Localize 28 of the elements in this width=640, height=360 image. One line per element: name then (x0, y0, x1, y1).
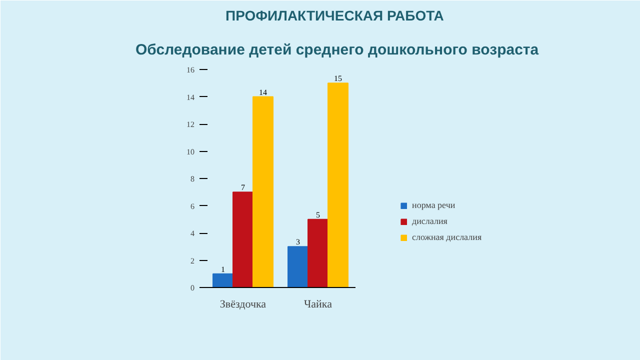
y-tick-label: 0 (190, 284, 194, 292)
y-tick-label: 16 (186, 66, 194, 74)
bar (308, 218, 328, 288)
y-tick-label: 10 (186, 147, 194, 156)
y-tick-label: 2 (190, 256, 194, 266)
legend-label: дислалия (412, 216, 448, 226)
bar (212, 273, 234, 288)
y-tick-label: 12 (186, 120, 194, 129)
bar (252, 96, 274, 288)
legend-label: норма речи (412, 200, 456, 210)
chart-subtitle: Обследование детей среднего дошкольного возраста (136, 42, 540, 58)
bar (328, 82, 348, 288)
data-label: 3 (296, 238, 300, 247)
y-tick-label: 4 (190, 229, 194, 238)
bar (232, 192, 254, 288)
data-label: 1 (221, 264, 225, 274)
data-label: 15 (334, 74, 342, 84)
data-label: 7 (241, 183, 245, 192)
x-tick-label: Чайка (304, 298, 332, 310)
y-tick-label: 8 (190, 174, 194, 184)
y-tick-label: 14 (186, 92, 194, 102)
bar (288, 246, 308, 288)
legend-label: сложная дислалия (412, 232, 482, 242)
chart-title: ПРОФИЛАКТИЧЕСКАЯ РАБОТА (226, 8, 444, 24)
x-tick-label: Звёздочка (220, 298, 266, 310)
y-tick-label: 6 (190, 202, 194, 211)
data-label: 5 (316, 210, 320, 220)
data-label: 14 (259, 88, 267, 97)
